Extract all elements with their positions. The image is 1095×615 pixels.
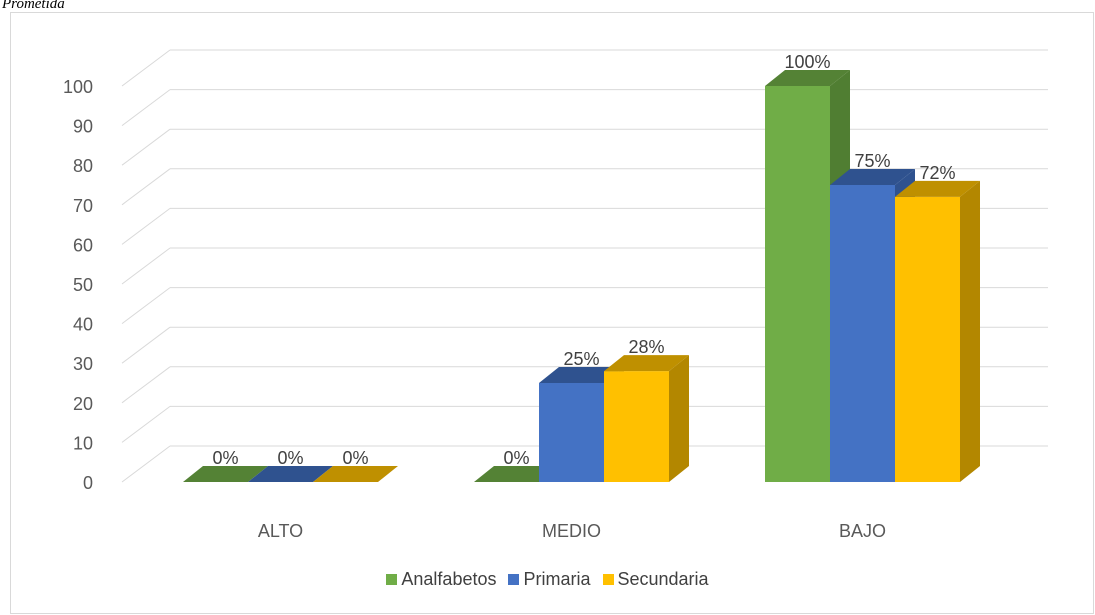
gridline-depth [121,326,171,364]
legend-swatch-primaria [508,574,520,585]
legend-label-analfabetos: Analfabetos [401,569,497,589]
bar-front [830,185,895,482]
x-tick-label: MEDIO [542,521,601,541]
bar-top [539,367,624,383]
gridline-depth [121,207,171,245]
x-tick-label: BAJO [839,521,886,541]
bar-top [313,466,398,482]
bar-top [765,70,850,86]
y-tick-label: 10 [73,433,93,453]
y-tick-label: 100 [63,77,93,97]
chart-legend: Analfabetos Primaria Secundaria [0,569,1095,590]
y-tick-label: 50 [73,275,93,295]
legend-item-analfabetos: Analfabetos [386,569,496,590]
y-tick-label: 20 [73,394,93,414]
gridline-depth [121,168,171,206]
legend-item-primaria: Primaria [508,569,591,590]
bar-top [895,180,980,197]
bar-top [474,466,559,482]
chart-frame [10,12,1094,614]
y-tick-label: 0 [83,473,93,493]
bar-top [604,355,689,372]
gridline-depth [121,128,171,166]
data-label: 28% [628,337,664,357]
gridline-depth [121,247,171,285]
legend-item-secundaria: Secundaria [602,569,709,590]
data-label: 100% [784,52,830,72]
y-tick-label: 60 [73,235,93,255]
gridline-depth [121,49,171,87]
y-tick-label: 40 [73,315,93,335]
gridline-depth [121,366,171,404]
data-label: 0% [503,448,529,468]
y-tick-label: 90 [73,117,93,137]
gridline-depth [121,405,171,443]
bar-top [183,466,268,482]
y-tick-label: 70 [73,196,93,216]
data-label: 75% [854,151,890,171]
x-tick-label: ALTO [258,521,303,541]
bar-front [765,86,830,482]
legend-label-primaria: Primaria [523,569,591,589]
bar-top [248,466,333,482]
gridline-depth [121,89,171,126]
gridline-depth [121,445,171,483]
bar-front [539,383,604,482]
y-tick-label: 30 [73,354,93,374]
legend-label-secundaria: Secundaria [617,569,709,589]
data-label: 25% [563,349,599,369]
y-tick-label: 80 [73,156,93,176]
bar-side [669,355,689,482]
data-label: 0% [342,448,368,468]
legend-swatch-analfabetos [386,574,398,585]
bar-top [830,169,915,185]
bar-side [960,180,980,482]
data-label: 72% [919,163,955,183]
gridline-depth [121,287,171,325]
data-label: 0% [212,448,238,468]
legend-swatch-secundaria [602,574,614,585]
figure-caption: Prometida [2,0,65,12]
bar-front [604,371,669,482]
data-label: 0% [277,448,303,468]
bar-front [895,196,960,482]
